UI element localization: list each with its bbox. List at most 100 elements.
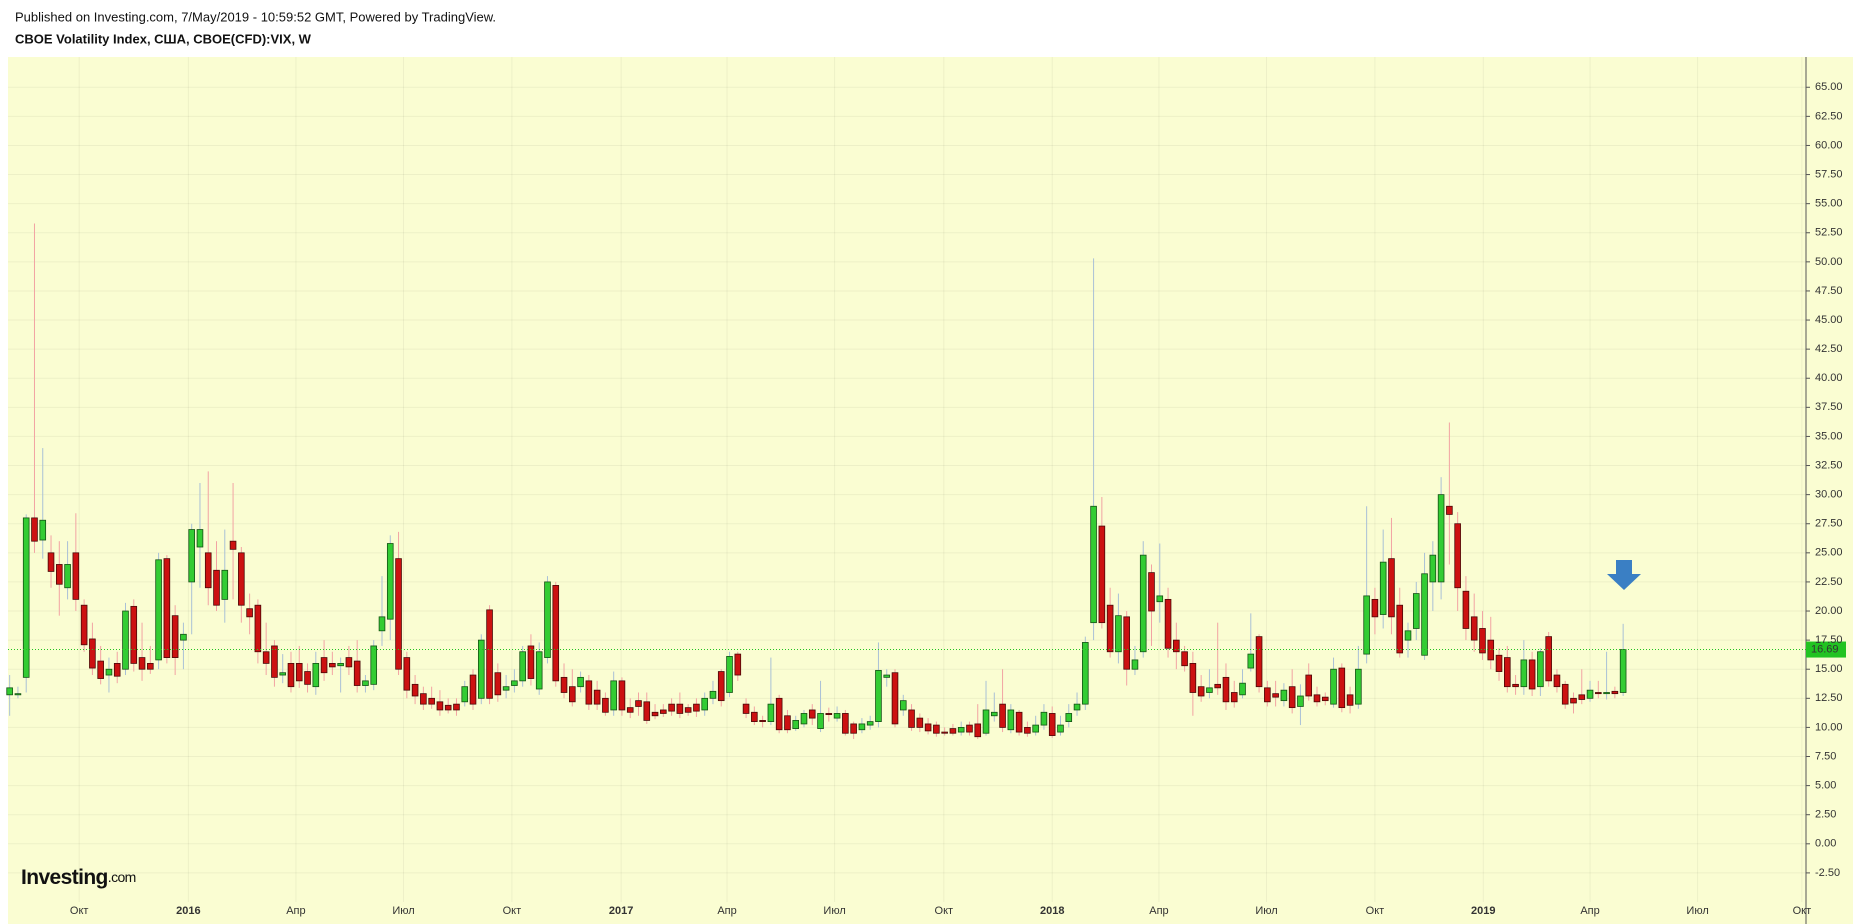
candle-body: [1073, 703, 1081, 711]
last-price-label: 16.69: [1811, 643, 1839, 655]
candle-body: [577, 676, 584, 688]
candle-body: [1206, 687, 1213, 693]
candle-body: [792, 720, 800, 729]
candle-body: [1148, 572, 1155, 612]
candle-body: [842, 713, 849, 734]
y-tick-label: 0.00: [1815, 838, 1836, 850]
x-tick-label: Окт: [1793, 905, 1812, 917]
candle-body: [171, 615, 179, 658]
candle-body: [1595, 692, 1602, 695]
x-tick-label: Окт: [1366, 905, 1385, 917]
candle-body: [1561, 683, 1569, 705]
candle-body: [246, 608, 253, 618]
candle-body: [684, 707, 692, 713]
candle-body: [519, 651, 526, 682]
logo-suffix: .com: [108, 869, 136, 885]
candle-body: [626, 707, 634, 713]
y-tick-label: 17.50: [1815, 634, 1843, 646]
candle-body: [1305, 674, 1313, 697]
candle-body: [262, 651, 270, 664]
candle-body: [163, 558, 171, 658]
candle-body: [1371, 598, 1379, 618]
candle-body: [1462, 590, 1470, 629]
candle-body: [1222, 676, 1230, 703]
candle-body: [982, 709, 990, 734]
candle-body: [1396, 604, 1404, 654]
x-tick-label: 2016: [176, 905, 200, 917]
candle-body: [1156, 595, 1164, 603]
candle-body: [1297, 695, 1304, 707]
candle-body: [693, 703, 700, 712]
candle-body: [924, 723, 932, 732]
y-tick-label: 52.50: [1815, 227, 1843, 239]
candle-body: [751, 711, 758, 722]
candle-body: [1528, 659, 1536, 690]
candle-body: [941, 731, 948, 734]
candle-body: [643, 701, 651, 721]
candle-body: [511, 680, 518, 686]
candle-body: [891, 672, 899, 725]
candle-body: [1230, 692, 1238, 703]
candle-body: [1090, 505, 1097, 624]
y-tick-label: 60.00: [1815, 139, 1843, 151]
candle-body: [486, 609, 493, 699]
candle-body: [1454, 523, 1461, 589]
candle-body: [585, 680, 593, 705]
x-tick-label: Окт: [935, 905, 954, 917]
candle-body: [1545, 636, 1552, 682]
candle-body: [378, 616, 386, 632]
x-tick-label: Июл: [1686, 905, 1708, 917]
candle-body: [593, 689, 601, 705]
candle-body: [14, 693, 22, 696]
candle-body: [1024, 727, 1031, 734]
candle-body: [949, 728, 957, 734]
candle-body: [304, 671, 311, 685]
y-tick-label: 40.00: [1815, 372, 1843, 384]
y-tick-label: 42.50: [1815, 343, 1843, 355]
candle-body: [229, 540, 237, 550]
candle-body: [337, 662, 344, 667]
candle-body: [1578, 694, 1586, 700]
x-tick-label: Окт: [70, 905, 89, 917]
candle-body: [362, 680, 369, 686]
candle-body: [833, 713, 841, 719]
candle-body: [1586, 689, 1594, 699]
candle-body: [1619, 649, 1627, 693]
y-tick-label: 7.50: [1815, 750, 1836, 762]
axes: -2.50 0.00 2.50 5.00 7.50 10.00 12.50 15.00 17.5…: [70, 81, 1843, 917]
candle-body: [544, 581, 551, 658]
candle-body: [105, 668, 113, 676]
candle-body: [271, 645, 278, 678]
candle-body: [759, 720, 766, 722]
candle-body: [295, 662, 303, 682]
y-tick-label: -2.50: [1815, 867, 1840, 879]
candle-body: [1603, 692, 1610, 695]
candle-body: [825, 713, 833, 716]
candle-body: [1404, 630, 1412, 641]
candle-body: [502, 686, 510, 691]
x-tick-label: Апр: [1149, 905, 1168, 917]
candle-body: [1239, 682, 1246, 696]
candle-body: [329, 662, 336, 668]
candle-body: [494, 672, 502, 696]
x-tick-label: Июл: [392, 905, 414, 917]
candle-body: [1363, 595, 1370, 655]
candle-body: [734, 653, 742, 676]
candle-body: [1412, 593, 1420, 629]
candle-body: [1346, 694, 1354, 706]
candle-body: [560, 676, 568, 693]
candle-body: [1115, 615, 1122, 653]
y-tick-label: 65.00: [1815, 81, 1843, 93]
candle-body: [395, 558, 402, 670]
y-tick-label: 2.50: [1815, 809, 1836, 821]
candle-body: [817, 713, 824, 729]
candle-body: [1553, 674, 1561, 688]
candle-body: [635, 700, 642, 707]
candle-body: [1007, 709, 1015, 731]
y-tick-label: 57.50: [1815, 168, 1843, 180]
x-tick-label: Июл: [823, 905, 845, 917]
y-tick-label: 12.50: [1815, 692, 1843, 704]
candle-body: [1040, 711, 1048, 726]
candle-body: [1437, 494, 1445, 583]
candle-body: [1520, 659, 1528, 688]
